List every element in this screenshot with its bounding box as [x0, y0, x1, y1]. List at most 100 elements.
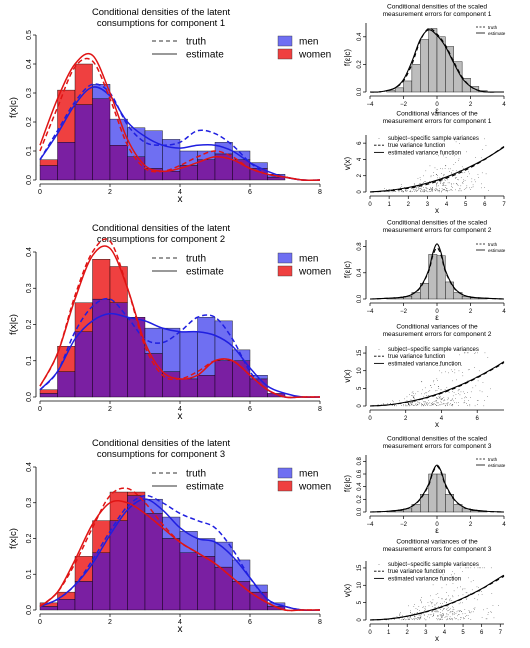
curve-women-estimate: [39, 52, 321, 181]
scatter-point: ·: [452, 362, 454, 368]
scatter-point: ·: [481, 389, 483, 395]
scatter-point: ·: [442, 573, 444, 579]
scatter-point: ·: [437, 363, 439, 369]
scatter-point: ·: [436, 187, 438, 193]
scatter-point: ·: [449, 188, 451, 194]
scatter-point: ·: [422, 403, 424, 409]
scatter-point: ·: [479, 565, 481, 571]
scatter-point: ·: [399, 616, 401, 622]
legend-point: ·: [378, 562, 380, 568]
scatter-point: ·: [487, 610, 489, 616]
scatter-point: ·: [435, 403, 437, 409]
scatter-point: ·: [440, 166, 442, 172]
scatter-point: ·: [445, 601, 447, 607]
scatter-point: ·: [466, 395, 468, 401]
x-tick-label: −4: [367, 522, 375, 528]
x-tick-label: 7: [499, 630, 503, 636]
scatter-point: ·: [400, 182, 402, 188]
scatter-point: ·: [442, 613, 444, 619]
scatter-point: ·: [490, 609, 492, 615]
x-tick-label: 6: [248, 619, 252, 626]
scatter-point: ·: [441, 189, 443, 195]
scatter-point: ·: [454, 610, 456, 616]
scatter-point: ·: [401, 403, 403, 409]
scatter-point: ·: [447, 177, 449, 183]
scatter-point: ·: [412, 613, 414, 619]
scatter-point: ·: [427, 396, 429, 402]
scatter-point: ·: [440, 601, 442, 607]
men-bar: [232, 559, 251, 582]
scatter-point: ·: [444, 606, 446, 612]
scatter-point: ·: [464, 391, 466, 397]
panels: Conditional densities of the latentconsu…: [8, 3, 506, 643]
x-tick-label: 4: [440, 416, 444, 422]
scatter-point: ·: [491, 591, 493, 597]
scatter-point: ·: [386, 187, 388, 193]
panel-title-line: consumptions for component 1: [97, 17, 225, 28]
legend-label: estimated variance function: [388, 361, 461, 367]
scatter-point: ·: [441, 596, 443, 602]
scatter-point: ·: [410, 614, 412, 620]
scatter-point: ·: [453, 390, 455, 396]
scatter-point: ·: [458, 177, 460, 183]
scatter-point: ·: [413, 399, 415, 405]
scatter-point: ·: [434, 382, 436, 388]
scatter-point: ·: [436, 601, 438, 607]
legend-swatch-women: [277, 265, 293, 277]
scatter-point: ·: [411, 400, 413, 406]
scatter-point: ·: [465, 590, 467, 596]
scatter-point: ·: [455, 181, 457, 187]
scatter-point: ·: [458, 388, 460, 394]
y-tick-label: 0.0: [26, 175, 33, 185]
scatter-point: ·: [455, 396, 457, 402]
scatter-point: ·: [430, 186, 432, 192]
error-hist-bar: [445, 494, 454, 513]
men-bar: [127, 127, 146, 158]
scatter-point: ·: [408, 402, 410, 408]
scatter-point: ·: [424, 616, 426, 622]
scatter-point: ·: [413, 391, 415, 397]
scatter-point: ·: [406, 615, 408, 621]
scatter-point: ·: [477, 398, 479, 404]
scatter-point: ·: [440, 171, 442, 177]
x-tick-label: 0: [435, 522, 439, 528]
scatter-point: ·: [460, 389, 462, 395]
scatter-point: ·: [444, 403, 446, 409]
scatter-point: ·: [424, 401, 426, 407]
scatter-point: ·: [426, 402, 428, 408]
scatter-point: ·: [460, 615, 462, 621]
x-tick-label: 6: [248, 406, 252, 413]
scatter-point: ·: [443, 401, 445, 407]
scatter-point: ·: [433, 402, 435, 408]
scatter-point: ·: [391, 402, 393, 408]
panel-title-line: Conditional variances of the: [396, 110, 478, 117]
scatter-point: ·: [417, 616, 419, 622]
scatter-point: ·: [406, 614, 408, 620]
y-tick-label: 0.2: [357, 495, 363, 504]
overlap-bar: [74, 104, 93, 181]
scatter-point: ·: [441, 615, 443, 621]
scatter-point: ·: [434, 602, 436, 608]
scatter-point: ·: [418, 604, 420, 610]
overlap-bar: [127, 317, 146, 398]
scatter-point: ·: [394, 617, 396, 623]
scatter-point: ·: [476, 398, 478, 404]
scatter-point: ·: [420, 187, 422, 193]
scatter-point: ·: [437, 396, 439, 402]
scatter-point: ·: [401, 189, 403, 195]
scatter-point: ·: [399, 613, 401, 619]
scatter-point: ·: [408, 402, 410, 408]
scatter-point: ·: [458, 137, 460, 143]
scatter-point: ·: [462, 181, 464, 187]
curve-estimated-variance-function: [369, 146, 505, 193]
scatter-point: ·: [446, 609, 448, 615]
scatter-point: ·: [441, 615, 443, 621]
scatter-point: ·: [481, 171, 483, 177]
scatter-point: ·: [427, 189, 429, 195]
x-axis-label: x: [178, 194, 183, 205]
scatter-point: ·: [398, 189, 400, 195]
overlap-bar: [197, 159, 216, 181]
overlap-bar: [197, 375, 216, 398]
scatter-point: ·: [458, 188, 460, 194]
x-tick-label: 6: [483, 202, 487, 208]
